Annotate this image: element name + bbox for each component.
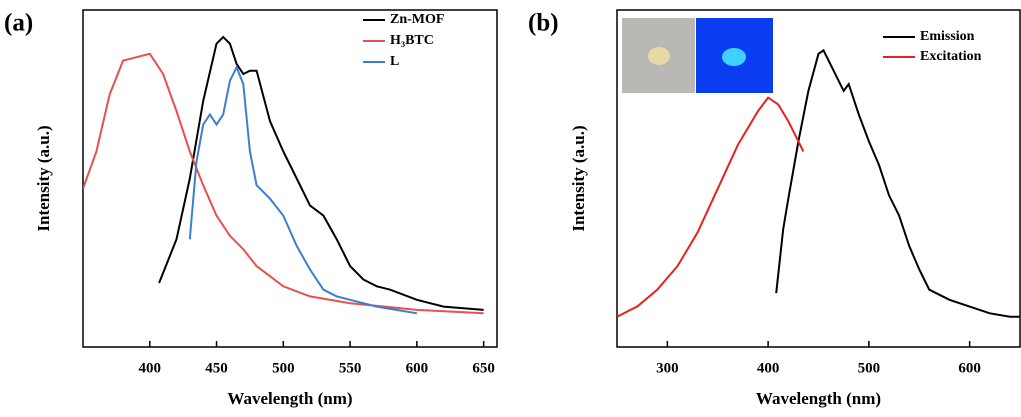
- x-tick-label: 300: [656, 360, 679, 376]
- sample-glow: [722, 48, 746, 66]
- x-axis-label: Wavelength (nm): [756, 389, 881, 408]
- y-axis-label: Intensity (a.u.): [34, 125, 53, 231]
- legend-label: Emission: [920, 29, 975, 44]
- x-axis-label: Wavelength (nm): [227, 389, 352, 408]
- series-line: [775, 48, 1020, 318]
- x-tick-label: 650: [472, 360, 495, 376]
- plot-frame: [82, 9, 498, 348]
- inset-photos: [622, 18, 773, 93]
- x-tick-label: 450: [205, 360, 228, 376]
- x-tick-label: 400: [757, 360, 780, 376]
- legend-label: Excitation: [920, 49, 982, 64]
- x-tick-label: 600: [406, 360, 429, 376]
- panel-label: (b): [528, 10, 559, 37]
- series-line: [617, 96, 805, 318]
- y-axis-label: Intensity (a.u.): [569, 125, 588, 231]
- x-tick-label: 600: [958, 360, 981, 376]
- series-line: [83, 52, 484, 315]
- legend-label: H₃BTC: [390, 33, 434, 48]
- x-tick-label: 500: [272, 360, 295, 376]
- panel-label: (a): [4, 10, 33, 37]
- plot-frame: [616, 9, 1021, 348]
- legend-label: Zn-MOF: [390, 12, 444, 27]
- series-line: [158, 35, 484, 311]
- sample: [648, 47, 670, 65]
- x-tick-label: 550: [339, 360, 362, 376]
- x-tick-label: 500: [858, 360, 881, 376]
- x-tick-label: 400: [139, 360, 162, 376]
- series-line: [188, 64, 418, 315]
- legend-label: L: [390, 54, 399, 69]
